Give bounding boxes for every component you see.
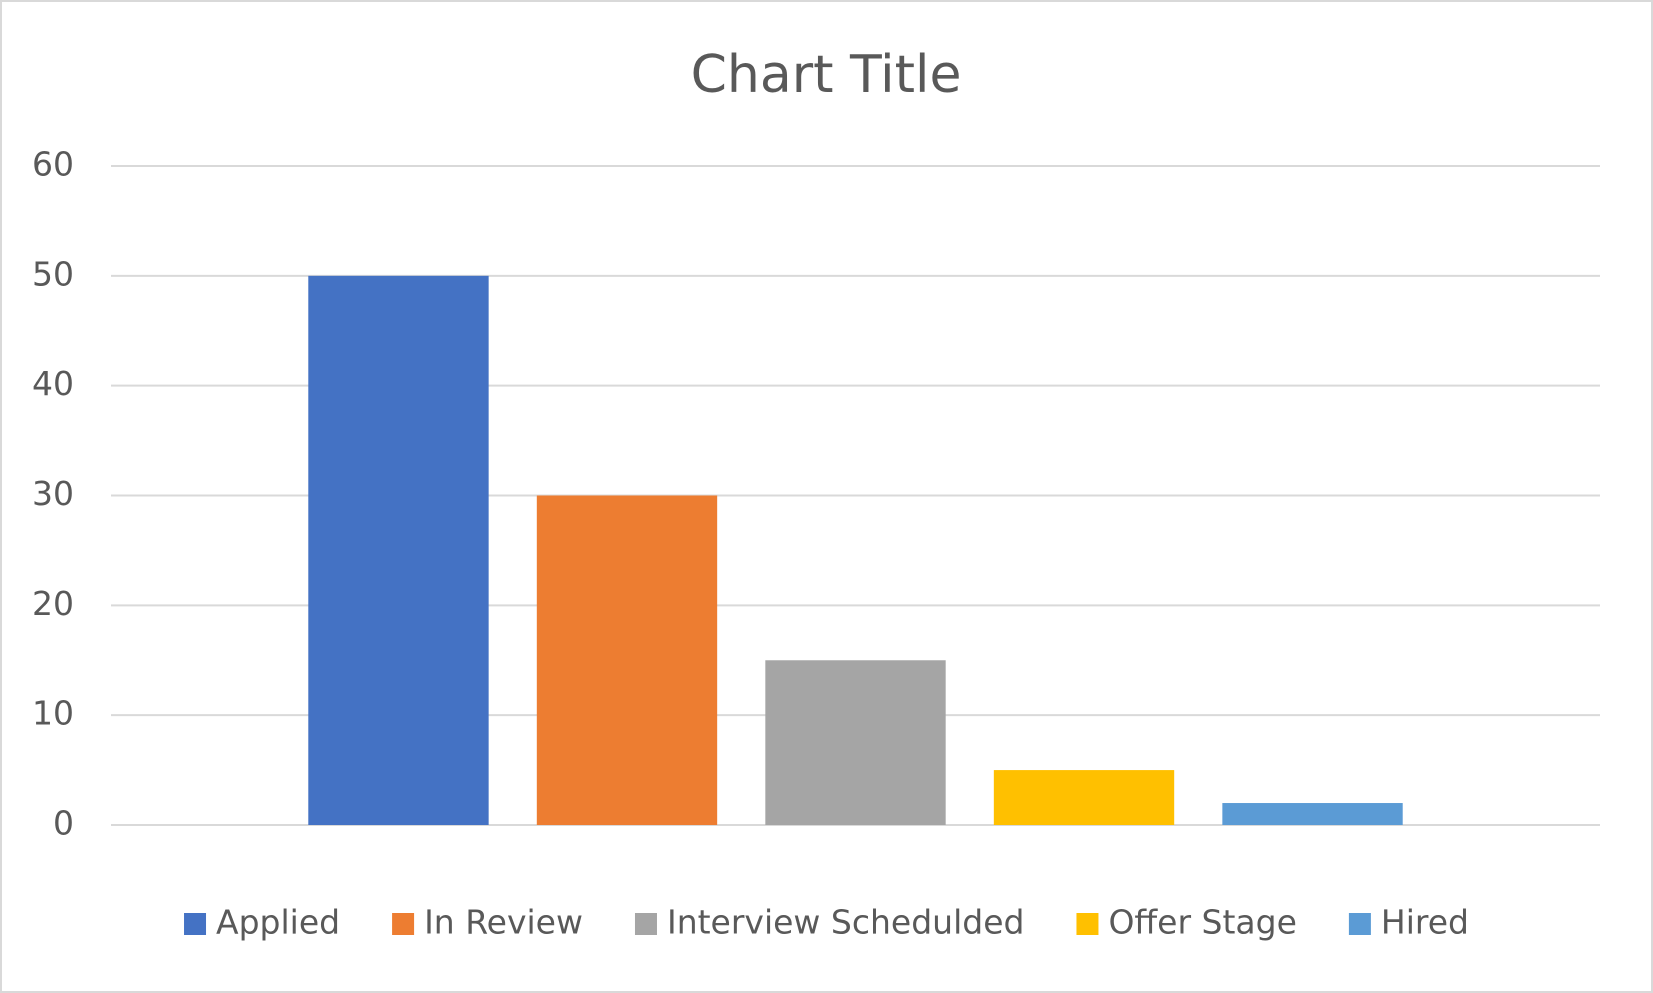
legend-label: Hired <box>1381 903 1469 942</box>
y-tick-label: 0 <box>53 804 74 843</box>
legend-swatch <box>634 913 657 935</box>
y-tick-label: 40 <box>32 364 74 403</box>
bar <box>536 495 718 825</box>
legend-swatch <box>1076 913 1099 935</box>
legend-label: Interview Schedulded <box>667 903 1024 942</box>
legend-label: Applied <box>216 903 340 942</box>
legend-label: Offer Stage <box>1108 903 1296 942</box>
legend-swatch <box>392 913 415 935</box>
bar <box>993 770 1175 825</box>
y-tick-label: 60 <box>32 145 74 184</box>
bar <box>308 275 489 825</box>
legend-swatch <box>184 913 207 935</box>
bar <box>1222 803 1403 825</box>
bar <box>765 660 946 825</box>
y-tick-label: 50 <box>32 254 74 293</box>
y-tick-label: 20 <box>32 584 74 623</box>
legend-swatch <box>1348 913 1371 935</box>
chart-title: Chart Title <box>691 45 962 105</box>
y-tick-label: 30 <box>32 474 74 513</box>
legend-label: In Review <box>424 903 583 942</box>
y-tick-label: 10 <box>32 694 74 733</box>
